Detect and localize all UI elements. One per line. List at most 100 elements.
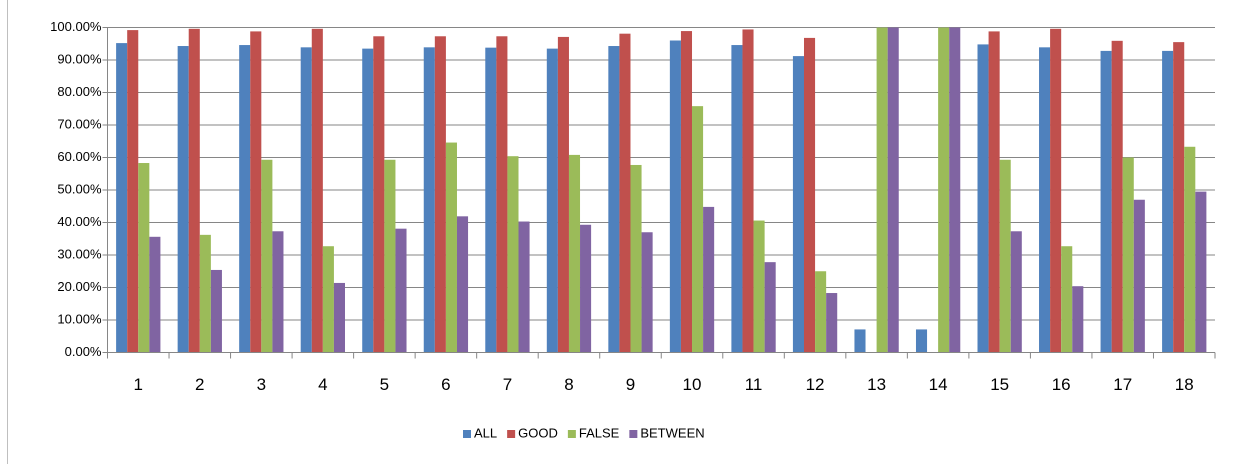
bar	[1195, 191, 1207, 353]
x-tick-label: 2	[195, 375, 204, 394]
y-tick-label: 20.00%	[57, 279, 102, 294]
bar	[977, 44, 989, 353]
bar	[177, 46, 189, 353]
legend-label: FALSE	[579, 425, 620, 440]
bar	[199, 234, 211, 353]
x-tick-label: 4	[318, 375, 327, 394]
bar	[384, 159, 396, 353]
bar	[1072, 286, 1084, 353]
y-tick-label: 50.00%	[57, 181, 102, 196]
bar	[703, 206, 715, 353]
bar	[395, 228, 407, 353]
bar	[272, 231, 284, 353]
bar	[630, 164, 642, 353]
bar	[546, 48, 558, 353]
x-tick-label: 15	[990, 375, 1009, 394]
x-tick-label: 8	[564, 375, 573, 394]
x-tick-label: 5	[380, 375, 389, 394]
bar	[261, 159, 273, 353]
x-tick-label: 6	[441, 375, 450, 394]
bar	[1039, 47, 1051, 353]
bar	[792, 56, 804, 353]
x-tick-label: 3	[257, 375, 266, 394]
bar	[507, 156, 519, 353]
legend-swatch	[629, 430, 638, 438]
x-tick-label: 18	[1175, 375, 1194, 394]
bar	[887, 27, 899, 353]
bar	[423, 47, 435, 353]
bar	[803, 37, 816, 353]
bar	[322, 246, 334, 353]
bar	[580, 224, 592, 353]
bar	[362, 48, 374, 353]
bar	[1100, 50, 1112, 353]
bar	[1061, 246, 1073, 353]
bar	[250, 31, 262, 353]
bar	[619, 33, 631, 353]
bar	[608, 46, 620, 353]
bar	[753, 220, 765, 353]
bar	[854, 329, 866, 353]
bar	[938, 27, 950, 353]
bar	[742, 29, 754, 353]
x-tick-label: 10	[683, 375, 702, 394]
bar	[1133, 199, 1145, 353]
y-tick-label: 90.00%	[57, 51, 102, 66]
bar	[915, 329, 928, 353]
bar	[1184, 146, 1196, 353]
x-tick-label: 9	[626, 375, 635, 394]
bar	[826, 293, 838, 353]
bar	[138, 163, 150, 353]
x-tick-label: 14	[929, 375, 948, 394]
bar	[1122, 157, 1134, 353]
y-tick-label: 100.00%	[50, 19, 102, 34]
bar	[333, 282, 345, 353]
x-tick-label: 17	[1113, 375, 1132, 394]
x-tick-label: 11	[745, 375, 763, 394]
bar	[239, 45, 251, 353]
bar	[1010, 231, 1022, 353]
bar	[127, 30, 139, 353]
bar	[518, 221, 530, 353]
bar	[485, 47, 497, 353]
bar	[731, 45, 743, 353]
bar	[434, 36, 446, 353]
bar	[641, 232, 653, 353]
bar	[373, 36, 385, 353]
bar	[496, 36, 508, 353]
bar	[1173, 42, 1185, 353]
y-tick-label: 60.00%	[57, 149, 102, 164]
legend-label: GOOD	[518, 425, 558, 440]
bar	[1050, 28, 1062, 353]
bar	[692, 106, 704, 353]
bar	[116, 43, 128, 353]
bar	[1111, 40, 1123, 353]
bar	[311, 28, 323, 353]
bar	[988, 31, 1000, 353]
y-tick-label: 70.00%	[57, 116, 102, 131]
bar	[456, 216, 469, 353]
y-tick-label: 10.00%	[57, 311, 102, 326]
legend-swatch	[507, 430, 516, 438]
bar	[557, 36, 569, 353]
y-tick-label: 80.00%	[57, 84, 102, 99]
y-tick-label: 40.00%	[57, 214, 102, 229]
bar	[188, 28, 200, 353]
bar	[999, 159, 1011, 353]
bar	[445, 142, 457, 353]
x-tick-label: 7	[503, 375, 512, 394]
bar	[669, 40, 681, 353]
bar	[300, 47, 312, 353]
bar	[680, 31, 693, 353]
bar	[149, 236, 161, 353]
y-tick-label: 30.00%	[57, 246, 102, 261]
x-tick-label: 16	[1052, 375, 1071, 394]
bar	[815, 271, 827, 353]
bar	[764, 262, 776, 353]
legend-label: ALL	[474, 425, 497, 440]
legend-swatch	[567, 430, 576, 438]
bar	[210, 269, 222, 353]
x-tick-label: 12	[806, 375, 825, 394]
bar	[949, 27, 961, 353]
